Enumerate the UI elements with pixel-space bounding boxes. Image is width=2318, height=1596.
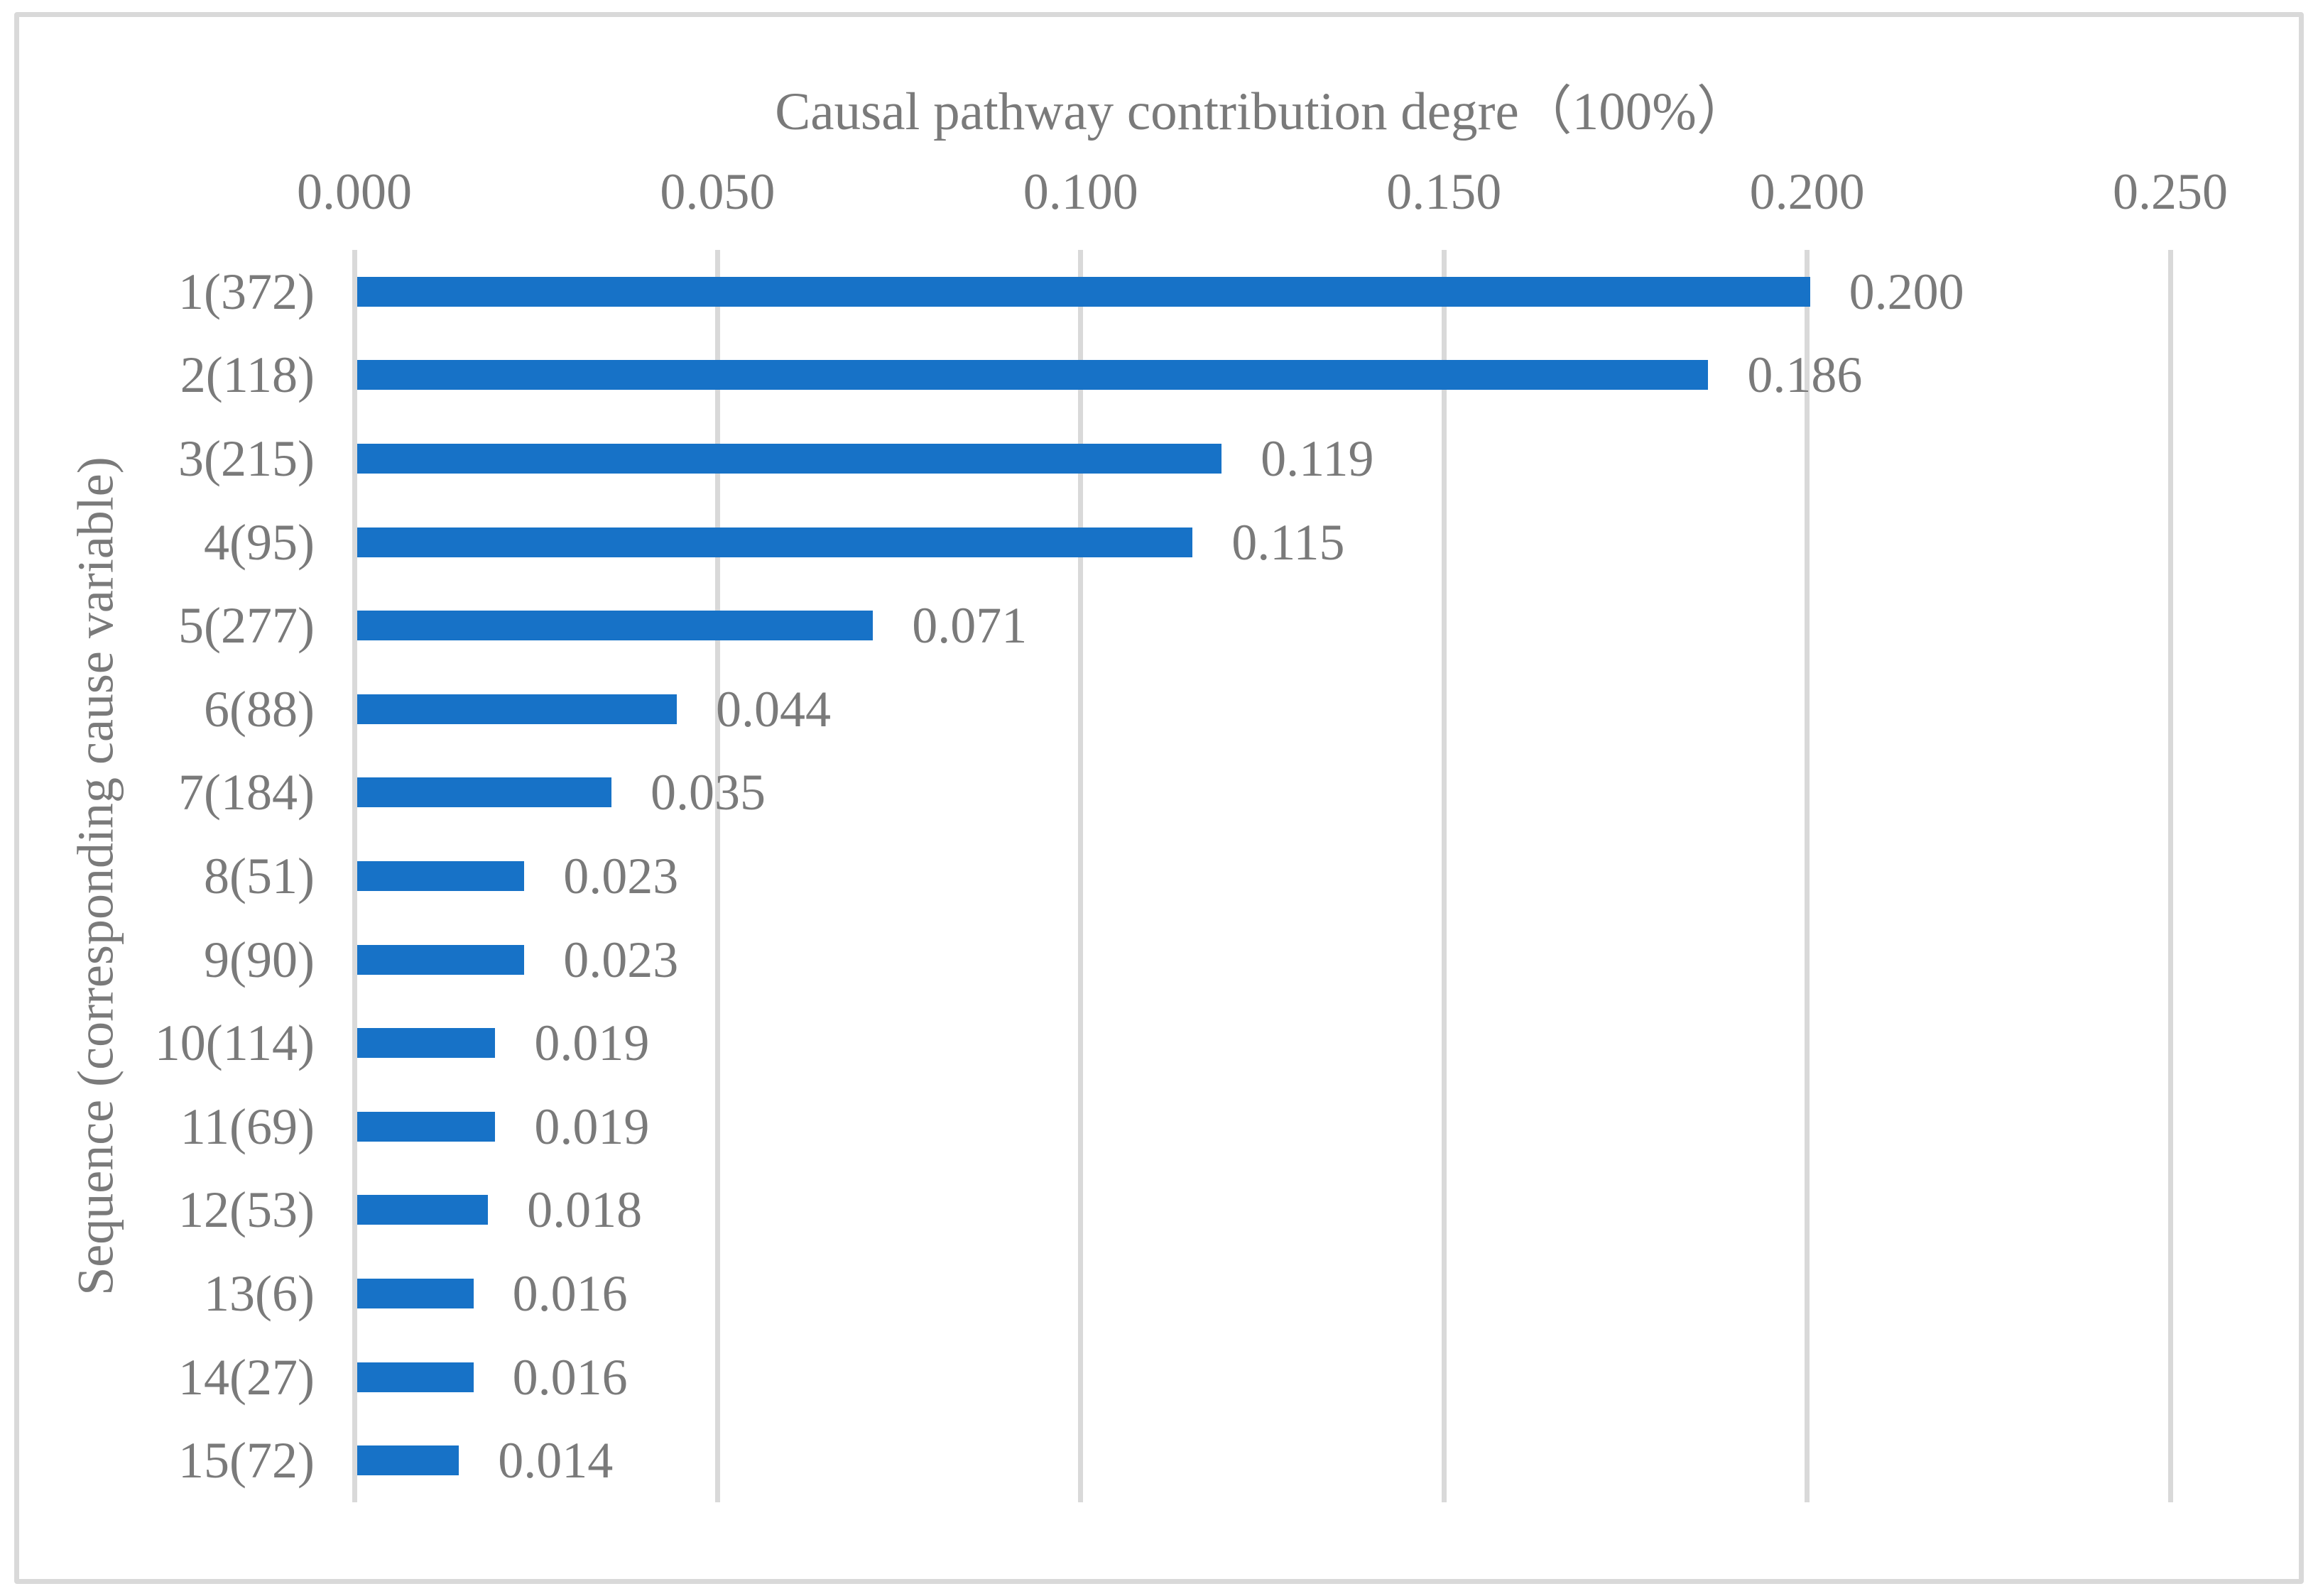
bar-value-label: 0.071 — [912, 597, 1028, 655]
bar — [357, 1445, 459, 1476]
category-label: 12(53) — [178, 1181, 315, 1239]
category-label: 3(215) — [178, 430, 315, 487]
bar-value-label: 0.186 — [1747, 346, 1863, 404]
x-axis-tick-label: 0.050 — [660, 163, 776, 220]
gridline — [1441, 250, 1447, 1502]
bar-value-label: 0.016 — [512, 1265, 628, 1322]
bar-value-label: 0.014 — [498, 1432, 614, 1490]
x-axis-tick-label: 0.000 — [297, 163, 412, 220]
bar-value-label: 0.019 — [534, 1015, 650, 1072]
category-label: 5(277) — [178, 597, 315, 655]
category-label: 2(118) — [180, 346, 315, 404]
bar-value-label: 0.200 — [1849, 263, 1964, 320]
x-axis-tick-label: 0.100 — [1023, 163, 1138, 220]
bar-value-label: 0.018 — [527, 1181, 643, 1239]
category-label: 15(72) — [178, 1432, 315, 1490]
gridline — [1805, 250, 1810, 1502]
x-axis-tick-label: 0.150 — [1386, 163, 1502, 220]
bar — [357, 1362, 474, 1392]
category-label: 10(114) — [154, 1015, 315, 1072]
category-label: 8(51) — [204, 848, 315, 904]
bar — [357, 944, 525, 975]
bar — [357, 1279, 474, 1308]
bar-value-label: 0.115 — [1231, 513, 1345, 571]
bar-value-label: 0.035 — [650, 764, 766, 821]
category-label: 14(27) — [178, 1348, 315, 1406]
x-axis-tick-label: 0.200 — [1749, 163, 1865, 220]
chart-title: Causal pathway contribution degre（100%） — [775, 82, 1750, 141]
bar-value-label: 0.119 — [1261, 430, 1374, 487]
category-label: 4(95) — [204, 513, 315, 571]
gridline — [352, 250, 357, 1502]
category-label: 7(184) — [178, 764, 315, 821]
bar-value-label: 0.023 — [563, 931, 679, 988]
category-label: 1(372) — [178, 263, 315, 320]
category-label: 9(90) — [204, 931, 315, 988]
bar-value-label: 0.016 — [512, 1348, 628, 1406]
bar — [357, 360, 1709, 390]
category-label: 13(6) — [204, 1265, 315, 1322]
gridline — [2167, 250, 2173, 1502]
gridline — [1078, 250, 1084, 1502]
bar — [357, 777, 611, 808]
bar-value-label: 0.044 — [716, 680, 832, 738]
bar — [357, 276, 1810, 307]
bar — [357, 694, 678, 724]
category-label: 6(88) — [204, 680, 315, 738]
bar — [357, 861, 525, 891]
bar — [357, 444, 1222, 474]
bar — [357, 1111, 496, 1142]
bar-value-label: 0.023 — [563, 848, 679, 904]
bar — [357, 611, 874, 641]
x-axis-tick-label: 0.250 — [2113, 163, 2228, 220]
bar — [357, 527, 1193, 557]
bar — [357, 1195, 489, 1225]
category-label: 11(69) — [180, 1098, 315, 1155]
bar — [357, 1028, 496, 1059]
gridline — [714, 250, 720, 1502]
bar-value-label: 0.019 — [534, 1098, 650, 1155]
